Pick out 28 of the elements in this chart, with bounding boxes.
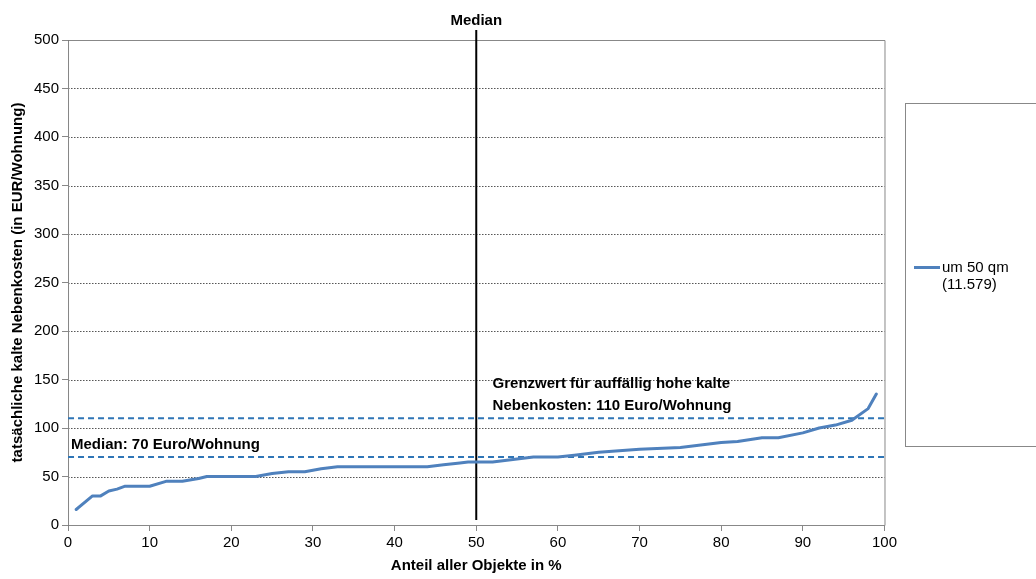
y-tick-label: 150 <box>34 369 60 387</box>
x-tick-label: 80 <box>712 533 730 551</box>
ref-line-label: Median: 70 Euro/Wohnung <box>71 434 260 452</box>
y-tick-label: 200 <box>34 321 60 339</box>
y-tick-label: 50 <box>42 466 60 484</box>
x-tick-label: 10 <box>141 533 159 551</box>
y-tick-label: 300 <box>34 224 60 242</box>
x-tick-label: 30 <box>304 533 322 551</box>
legend-label: um 50 qm (11.579) <box>942 258 1010 292</box>
x-tick-label: 0 <box>63 533 73 551</box>
ref-line-label: Grenzwert für auffällig hohe kalte Nebenkosten: 110 Euro/Wohnung <box>492 373 732 413</box>
y-tick-label: 450 <box>34 78 60 96</box>
y-tick-label: 0 <box>50 515 60 533</box>
x-tick-label: 40 <box>386 533 403 551</box>
x-tick-label: 20 <box>222 533 240 551</box>
y-tick-label: 500 <box>34 30 60 48</box>
y-tick-label: 100 <box>34 418 60 436</box>
ref-line-label: Median <box>450 10 503 28</box>
x-tick-label: 70 <box>631 533 648 551</box>
y-tick-label: 350 <box>34 175 60 193</box>
x-tick-label: 60 <box>549 533 567 551</box>
y-tick-label: 400 <box>34 127 60 145</box>
x-tick-label: 50 <box>467 533 485 551</box>
x-tick-label: 100 <box>871 533 897 551</box>
y-tick-label: 250 <box>34 272 60 290</box>
x-axis-title: Anteil aller Objekte in % <box>390 556 562 574</box>
y-axis-title: tatsächliche kalte Nebenkosten (in EUR/Wohnung) <box>8 102 26 463</box>
x-tick-label: 90 <box>794 533 812 551</box>
